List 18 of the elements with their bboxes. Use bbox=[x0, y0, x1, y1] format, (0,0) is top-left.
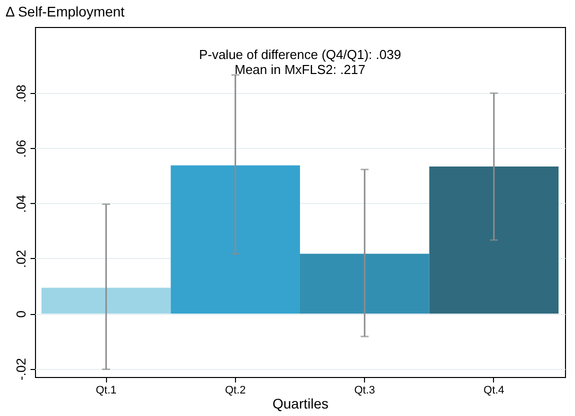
annotation: P-value of difference (Q4/Q1): .039 bbox=[198, 47, 402, 62]
y-tick-label: .02 bbox=[14, 250, 28, 268]
bar bbox=[429, 166, 559, 314]
bar bbox=[41, 288, 171, 314]
y-axis-title: Δ Self-Employment bbox=[6, 4, 125, 20]
x-tick-label: Qt.1 bbox=[96, 384, 116, 396]
y-tick-label: .06 bbox=[14, 140, 28, 158]
y-tick-label: -.02 bbox=[14, 358, 28, 380]
x-tick-label: Qt.2 bbox=[224, 384, 246, 396]
bar bbox=[170, 165, 300, 314]
annotation: Mean in MxFLS2: .217 bbox=[234, 62, 366, 77]
y-tick-label: 0 bbox=[14, 310, 28, 318]
y-tick-label: .04 bbox=[14, 194, 28, 213]
x-axis-title: Quartiles bbox=[272, 396, 329, 412]
bar bbox=[300, 254, 430, 314]
y-tick-label: .08 bbox=[14, 84, 28, 103]
x-tick-label: Qt.4 bbox=[484, 384, 504, 396]
x-tick-label: Qt.3 bbox=[354, 384, 376, 396]
